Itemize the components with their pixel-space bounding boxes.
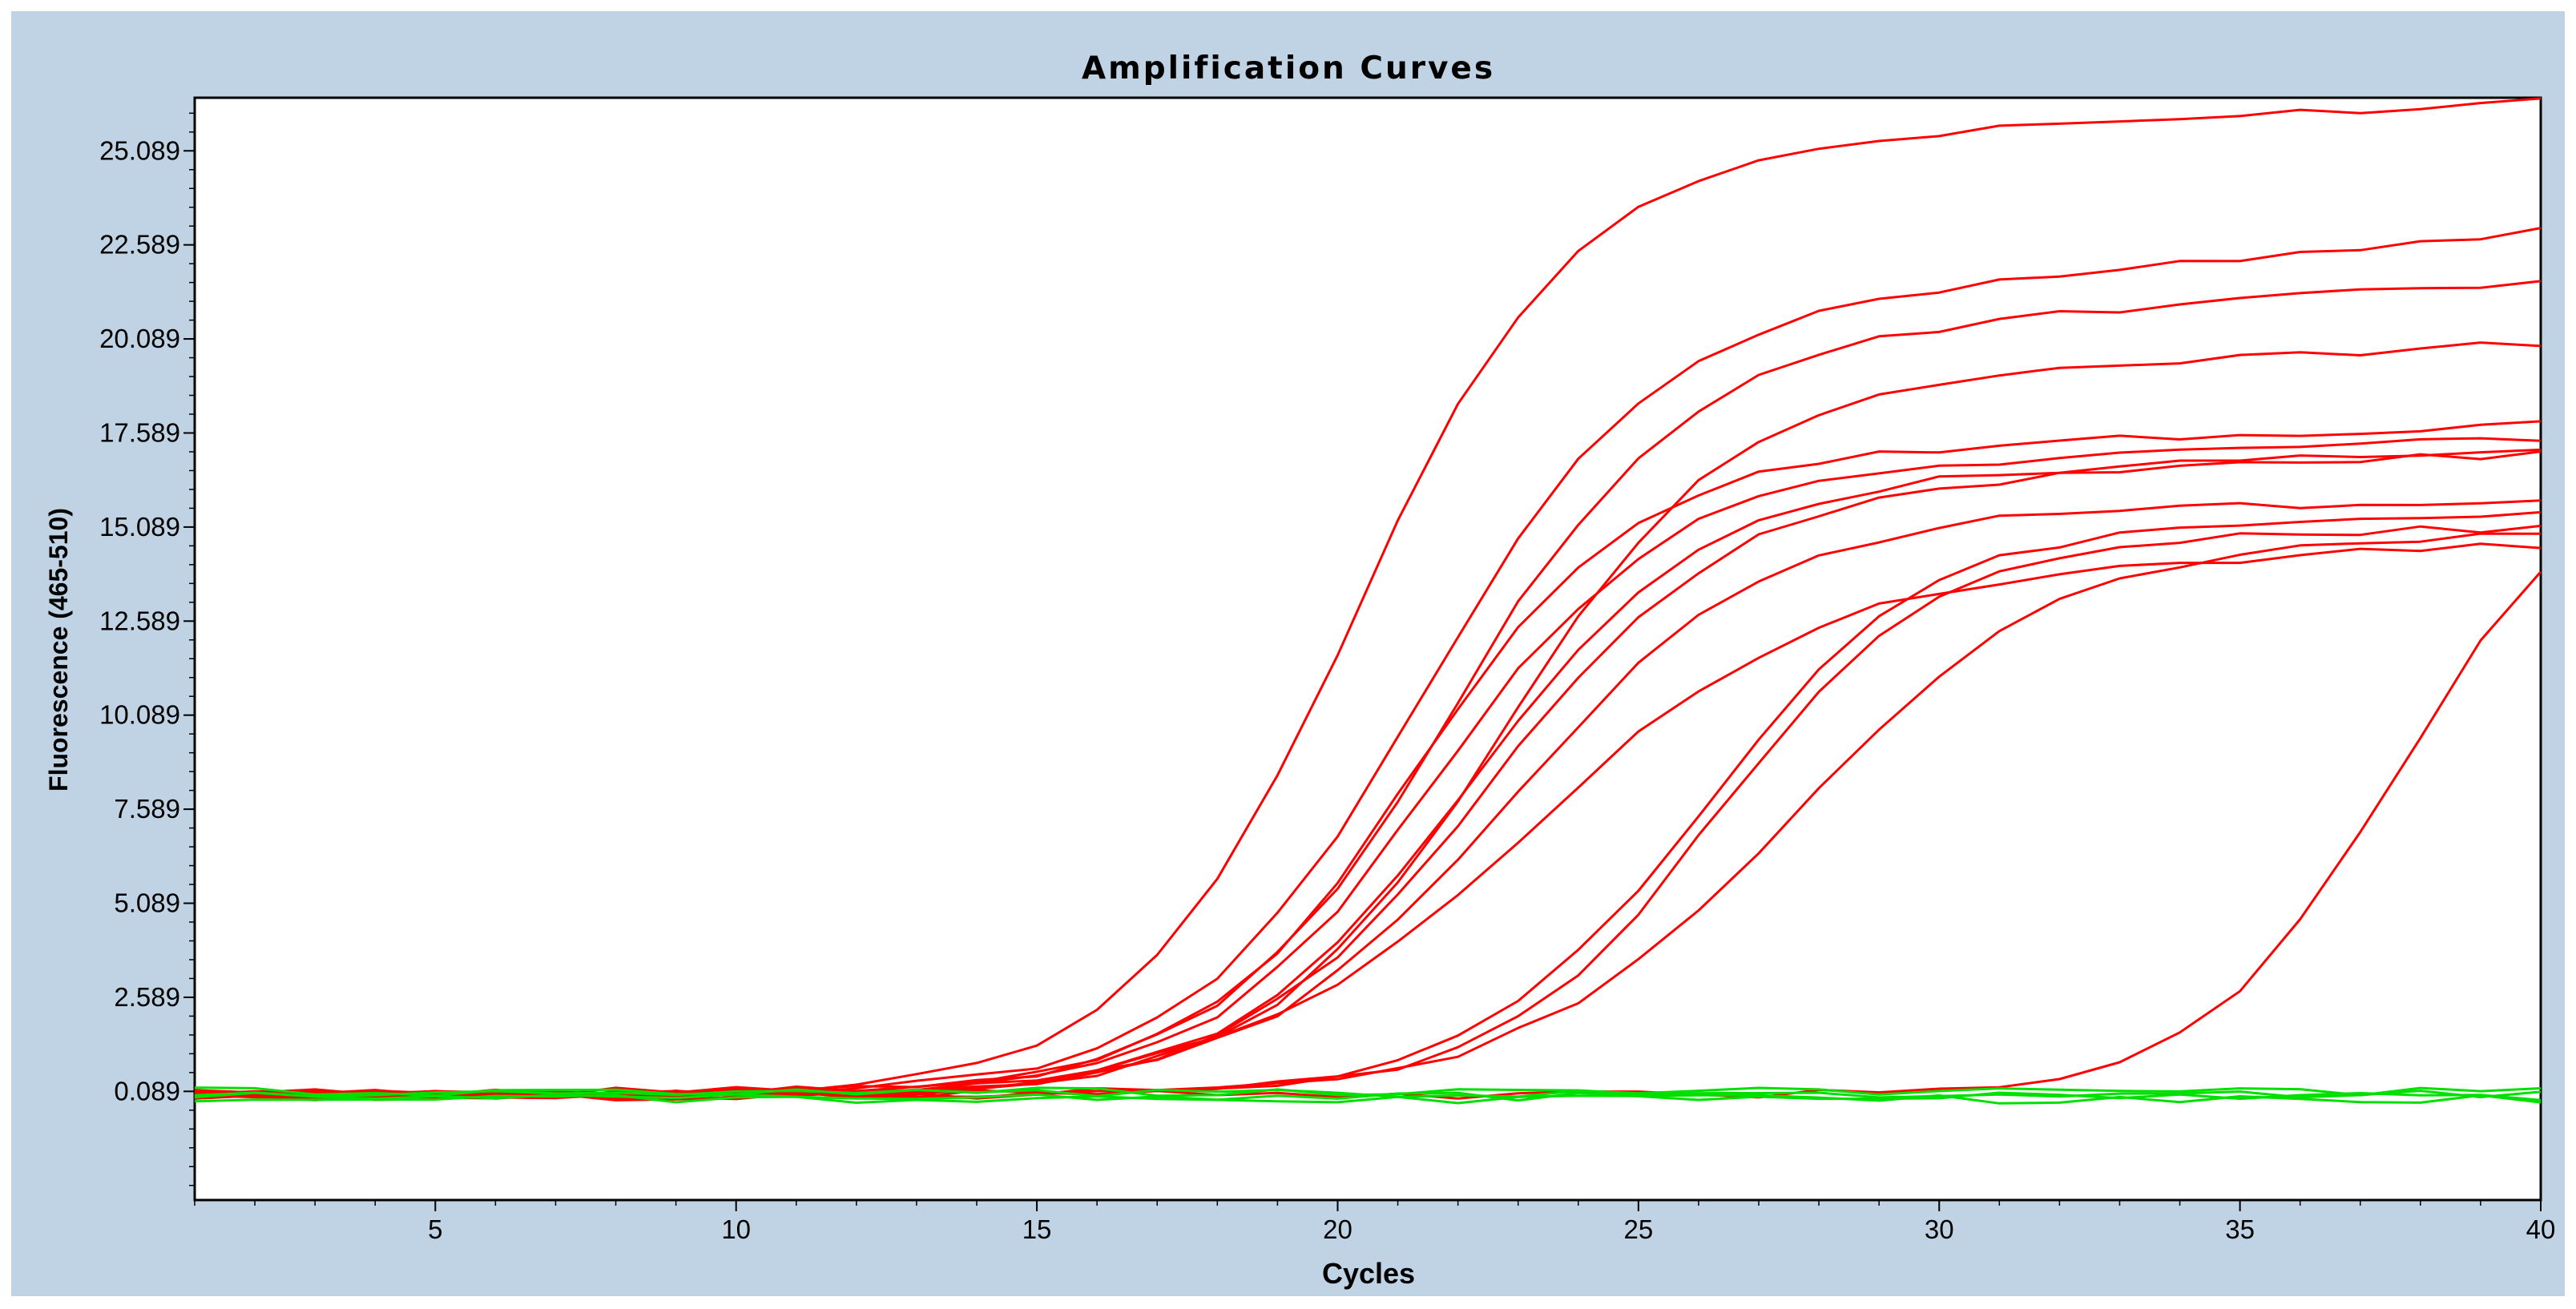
y-axis-title: Fluorescence (465-510) bbox=[44, 508, 73, 791]
y-tick-label: 15.089 bbox=[99, 512, 180, 542]
series-layer bbox=[194, 97, 2542, 1105]
y-tick-label: 20.089 bbox=[99, 324, 180, 353]
x-tick-label: 40 bbox=[2526, 1214, 2556, 1244]
x-tick-label: 15 bbox=[1022, 1214, 1052, 1244]
x-tick-label: 35 bbox=[2225, 1214, 2255, 1244]
y-tick-label: 5.089 bbox=[114, 888, 180, 918]
y-tick-label: 25.089 bbox=[99, 135, 180, 165]
series-line-neg-4 bbox=[194, 1086, 2542, 1098]
x-tick-label: 25 bbox=[1623, 1214, 1653, 1244]
axis-ticks: 0.089 2.589 5.089 7.589 10.089 12.589 15.089 17… bbox=[99, 112, 2556, 1244]
x-tick-label: 20 bbox=[1323, 1214, 1353, 1244]
y-tick-label: 22.589 bbox=[99, 230, 180, 260]
x-tick-label: 10 bbox=[721, 1214, 751, 1244]
x-axis-title: Cycles bbox=[1322, 1257, 1415, 1290]
y-tick-label: 10.089 bbox=[99, 700, 180, 730]
y-tick-label: 17.589 bbox=[99, 417, 180, 447]
y-tick-label: 12.589 bbox=[99, 606, 180, 635]
y-tick-label: 0.089 bbox=[114, 1076, 180, 1106]
y-tick-label: 2.589 bbox=[114, 982, 180, 1012]
chart-title: Amplification Curves bbox=[1082, 50, 1495, 87]
x-tick-label: 30 bbox=[1925, 1214, 1954, 1244]
y-tick-label: 7.589 bbox=[114, 794, 180, 824]
plot-area bbox=[193, 96, 2542, 1202]
x-tick-label: 5 bbox=[428, 1214, 442, 1244]
series-line-neg-3 bbox=[194, 1094, 2542, 1105]
chart-frame: Amplification Curves 0.089 2.589 5.089 7.58… bbox=[11, 11, 2565, 1296]
amplification-chart: Amplification Curves 0.089 2.589 5.089 7.58… bbox=[44, 50, 2556, 1290]
